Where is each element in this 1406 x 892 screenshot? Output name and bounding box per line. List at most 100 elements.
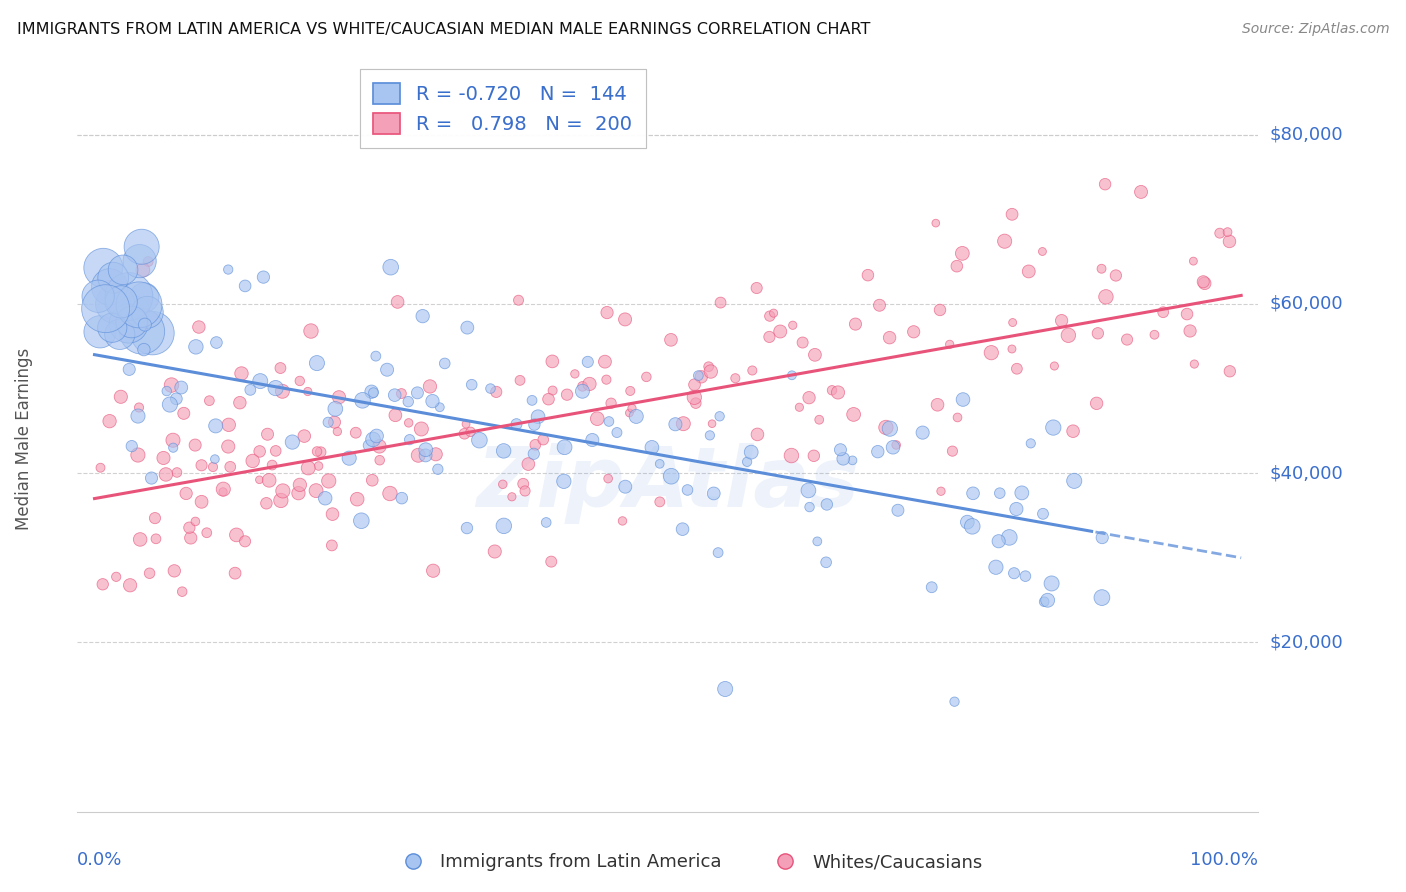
Point bbox=[124, 303, 146, 318]
Point bbox=[1050, 313, 1073, 327]
Point bbox=[555, 387, 578, 401]
Point bbox=[1043, 359, 1066, 373]
Point bbox=[806, 534, 828, 549]
Point bbox=[212, 484, 235, 499]
Point bbox=[593, 354, 616, 368]
Point bbox=[166, 466, 188, 480]
Point bbox=[1040, 576, 1063, 591]
Point bbox=[671, 522, 693, 536]
Point bbox=[453, 426, 475, 441]
Point bbox=[598, 472, 620, 486]
Point bbox=[233, 534, 256, 549]
Point bbox=[1090, 261, 1112, 276]
Point bbox=[929, 302, 952, 317]
Text: Median Male Earnings: Median Male Earnings bbox=[15, 348, 34, 531]
Point bbox=[683, 390, 706, 404]
Point bbox=[827, 385, 849, 400]
Point bbox=[152, 450, 174, 465]
Point bbox=[614, 480, 637, 494]
Point bbox=[364, 349, 387, 363]
Point bbox=[87, 289, 110, 303]
Point bbox=[882, 440, 904, 454]
Point bbox=[136, 254, 159, 268]
Point bbox=[422, 564, 444, 578]
Point bbox=[832, 451, 855, 466]
Point bbox=[600, 396, 623, 410]
Point bbox=[875, 420, 897, 434]
Point bbox=[709, 409, 731, 424]
Point bbox=[946, 259, 969, 273]
Point bbox=[509, 373, 531, 387]
Point bbox=[485, 384, 508, 399]
Point bbox=[287, 486, 309, 500]
Point bbox=[745, 281, 768, 295]
Point bbox=[1194, 277, 1216, 291]
Point bbox=[1042, 420, 1064, 434]
Point bbox=[980, 345, 1002, 359]
Point bbox=[780, 368, 803, 383]
Point bbox=[541, 354, 564, 368]
Point bbox=[426, 462, 449, 476]
Point bbox=[830, 442, 852, 457]
Point bbox=[1005, 502, 1028, 516]
Point bbox=[328, 390, 350, 404]
Point bbox=[91, 577, 114, 591]
Legend: R = -0.720   N =  144, R =   0.798   N =  200: R = -0.720 N = 144, R = 0.798 N = 200 bbox=[360, 70, 645, 147]
Point bbox=[468, 433, 491, 447]
Point bbox=[769, 325, 792, 339]
Point bbox=[815, 498, 838, 512]
Point bbox=[1057, 328, 1080, 343]
Point bbox=[264, 443, 287, 458]
Point bbox=[815, 555, 838, 569]
Point bbox=[571, 384, 593, 399]
Point bbox=[1001, 207, 1024, 221]
Point bbox=[305, 444, 328, 458]
Point bbox=[174, 486, 197, 500]
Point bbox=[297, 384, 319, 399]
Point bbox=[138, 566, 160, 581]
Point bbox=[707, 546, 730, 560]
Point bbox=[456, 521, 478, 535]
Point bbox=[856, 268, 879, 282]
Point bbox=[952, 392, 974, 407]
Point bbox=[323, 415, 346, 429]
Point bbox=[484, 544, 506, 558]
Text: $20,000: $20,000 bbox=[1270, 633, 1343, 651]
Point bbox=[523, 447, 546, 461]
Point bbox=[598, 415, 620, 429]
Point bbox=[205, 335, 228, 350]
Point bbox=[156, 384, 179, 398]
Point bbox=[103, 270, 125, 285]
Point bbox=[803, 449, 825, 463]
Point bbox=[406, 448, 429, 462]
Point bbox=[479, 382, 502, 396]
Point bbox=[242, 454, 264, 468]
Point bbox=[225, 528, 247, 542]
Point bbox=[271, 483, 294, 498]
Point bbox=[1085, 396, 1108, 410]
Point bbox=[184, 340, 207, 354]
Text: Source: ZipAtlas.com: Source: ZipAtlas.com bbox=[1241, 22, 1389, 37]
Point bbox=[204, 418, 226, 433]
Point bbox=[378, 486, 401, 500]
Point bbox=[461, 377, 484, 392]
Point bbox=[648, 457, 671, 471]
Point bbox=[212, 482, 235, 496]
Point bbox=[98, 280, 121, 294]
Point bbox=[927, 398, 949, 412]
Point bbox=[321, 507, 343, 521]
Point bbox=[887, 503, 910, 517]
Point bbox=[1218, 235, 1240, 249]
Point bbox=[541, 384, 564, 398]
Point bbox=[492, 519, 515, 533]
Point bbox=[524, 438, 547, 452]
Point bbox=[229, 395, 252, 409]
Point bbox=[780, 449, 803, 463]
Point bbox=[412, 309, 434, 323]
Point bbox=[614, 312, 637, 326]
Point bbox=[249, 374, 271, 388]
Point bbox=[94, 301, 117, 316]
Point bbox=[866, 444, 889, 458]
Point bbox=[943, 695, 966, 709]
Point bbox=[368, 453, 391, 467]
